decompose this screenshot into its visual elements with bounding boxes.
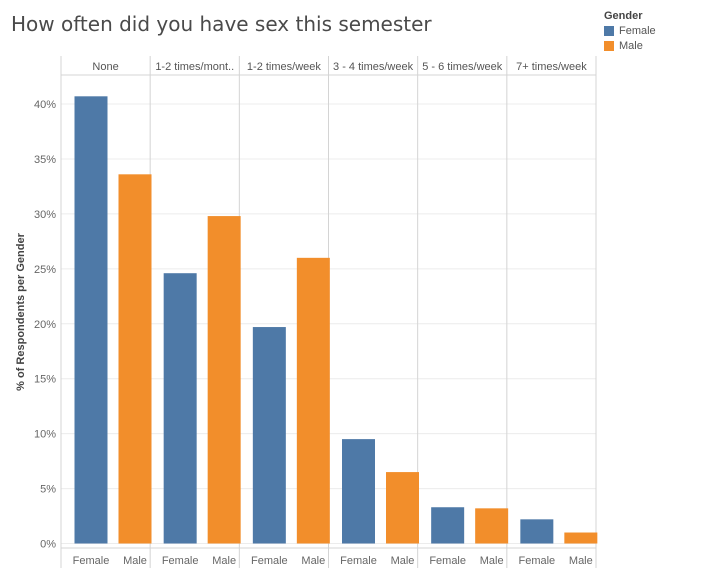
bar-male [118, 174, 152, 544]
bar-male [475, 508, 509, 544]
y-tick-label: 30% [34, 209, 56, 221]
x-tick-label: Female [73, 555, 110, 567]
legend-swatch-female [604, 25, 614, 36]
legend-title: Gender [604, 10, 643, 22]
y-tick-label: 25% [34, 264, 56, 276]
y-tick-label: 5% [40, 484, 56, 496]
category-header: 3 - 4 times/week [333, 61, 414, 73]
x-tick-label: Male [212, 555, 236, 567]
bar-female [163, 273, 197, 544]
legend-label-female: Female [619, 24, 656, 37]
x-tick-label: Female [251, 555, 288, 567]
y-tick-label: 10% [34, 429, 56, 441]
legend-label-male: Male [619, 39, 643, 52]
bar-male [564, 532, 598, 544]
y-tick-label: 0% [40, 539, 56, 551]
category-header: None [92, 61, 118, 73]
category-header: 7+ times/week [516, 61, 587, 73]
bar-female [252, 327, 286, 544]
x-tick-label: Female [429, 555, 466, 567]
bar-male [207, 216, 241, 544]
y-tick-label: 15% [34, 374, 56, 386]
x-tick-label: Male [123, 555, 147, 567]
y-tick-label: 40% [34, 99, 56, 111]
category-header: 1-2 times/mont.. [155, 61, 234, 73]
bar-female [431, 507, 465, 544]
y-axis-title: % of Respondents per Gender [15, 232, 27, 390]
y-tick-label: 35% [34, 154, 56, 166]
legend-swatch-male [604, 40, 614, 51]
bar-male [386, 472, 419, 544]
bar-female [342, 439, 375, 544]
legend-item-female[interactable]: Female [604, 23, 656, 38]
x-tick-label: Male [569, 555, 593, 567]
bar-female [520, 519, 554, 544]
category-header: 1-2 times/week [247, 61, 321, 73]
x-tick-label: Male [301, 555, 325, 567]
x-tick-label: Female [340, 555, 377, 567]
y-tick-label: 20% [34, 319, 56, 331]
category-header: 5 - 6 times/week [422, 61, 503, 73]
x-tick-label: Male [391, 555, 415, 567]
x-tick-label: Male [480, 555, 504, 567]
x-tick-label: Female [162, 555, 199, 567]
bar-male [296, 257, 330, 544]
chart-title: How often did you have sex this semester [11, 12, 432, 36]
legend: Gender Female Male [604, 10, 656, 53]
legend-item-male[interactable]: Male [604, 38, 656, 53]
x-tick-label: Female [518, 555, 555, 567]
bar-female [74, 96, 108, 544]
